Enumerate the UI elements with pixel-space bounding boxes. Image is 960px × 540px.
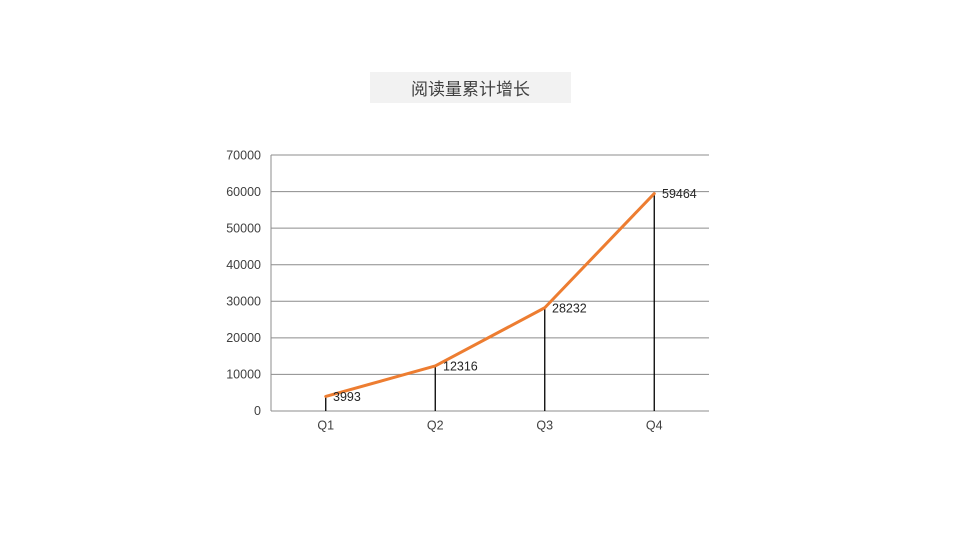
svg-text:50000: 50000 [226, 222, 261, 236]
svg-text:Q4: Q4 [646, 419, 663, 433]
svg-text:70000: 70000 [226, 149, 261, 163]
svg-text:Q3: Q3 [536, 419, 553, 433]
svg-text:0: 0 [254, 404, 261, 418]
svg-text:10000: 10000 [226, 368, 261, 382]
svg-text:59464: 59464 [662, 187, 697, 201]
svg-text:40000: 40000 [226, 258, 261, 272]
svg-text:3993: 3993 [333, 390, 361, 404]
svg-text:12316: 12316 [443, 360, 478, 374]
svg-text:28232: 28232 [552, 302, 587, 316]
svg-text:60000: 60000 [226, 185, 261, 199]
svg-text:30000: 30000 [226, 295, 261, 309]
svg-text:Q1: Q1 [317, 419, 334, 433]
svg-text:Q2: Q2 [427, 419, 444, 433]
svg-text:20000: 20000 [226, 331, 261, 345]
